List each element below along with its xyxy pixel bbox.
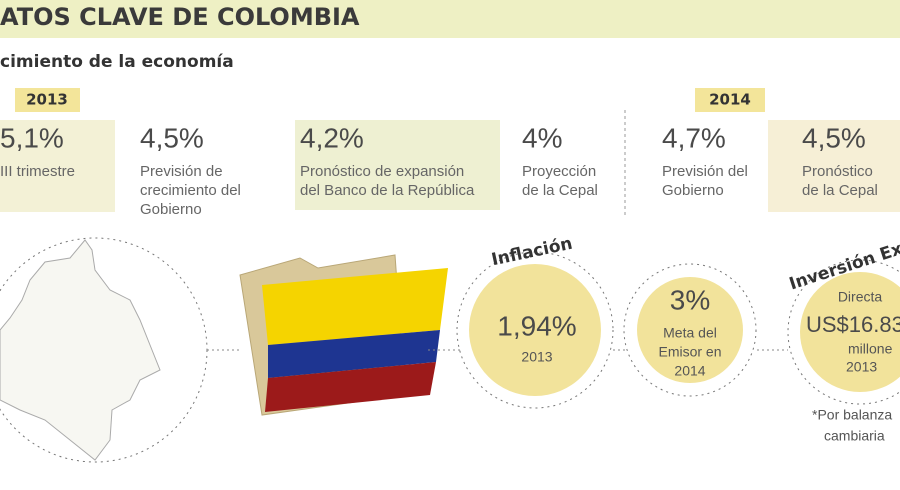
ring	[623, 263, 757, 397]
year-tag	[15, 88, 80, 112]
year-label: 2013	[26, 91, 68, 109]
investment-label: Directa	[838, 289, 883, 305]
inflation-year: 2013	[521, 349, 552, 365]
growth-value: 5,1%	[0, 122, 64, 153]
header-title: ATOS CLAVE DE COLOMBIA	[0, 3, 360, 31]
growth-items: 5,1% III trimestre 4,5% Previsión de crecimi…	[0, 122, 878, 218]
circle	[800, 272, 900, 392]
growth-label: III trimestre	[0, 163, 75, 180]
growth-value: 4,2%	[300, 122, 364, 153]
investment-unit: millone	[848, 341, 893, 357]
growth-label: del Banco de la República	[300, 182, 475, 199]
flag-yellow	[262, 268, 448, 345]
flag-blue	[268, 330, 440, 378]
circle	[637, 277, 743, 383]
section-title: cimiento de la economía	[0, 52, 234, 72]
year-label: 2014	[709, 91, 751, 109]
footnote: *Por balanza	[812, 407, 892, 423]
growth-label: Pronóstico de expansión	[300, 163, 464, 180]
growth-label: Previsión del	[662, 163, 748, 180]
item-box	[768, 120, 900, 212]
investment-year: 2013	[846, 359, 877, 375]
growth-value: 4,5%	[802, 122, 866, 153]
ring	[456, 251, 614, 409]
circle	[469, 264, 601, 396]
inflation-value: 1,94%	[497, 310, 576, 341]
footnote: cambiaria	[824, 428, 885, 444]
growth-label: Previsión de	[140, 163, 223, 180]
growth-value: 4%	[522, 122, 562, 153]
growth-label: crecimiento del	[140, 182, 241, 199]
colombia-map	[0, 239, 161, 461]
growth-label: Gobierno	[662, 182, 724, 199]
year-tag	[695, 88, 765, 112]
header-band	[0, 0, 900, 38]
target-line: Meta del	[663, 325, 717, 341]
item-box	[295, 120, 500, 210]
target-line: 2014	[674, 363, 705, 379]
target-value: 3%	[670, 284, 710, 315]
target-line: Emisor en	[658, 344, 721, 360]
growth-label: Gobierno	[140, 201, 202, 218]
growth-value: 4,7%	[662, 122, 726, 153]
item-box	[0, 120, 115, 212]
growth-label: de la Cepal	[522, 182, 598, 199]
flag-red	[265, 362, 436, 412]
growth-label: Proyección	[522, 163, 596, 180]
growth-label: Pronóstico	[802, 163, 873, 180]
growth-value: 4,5%	[140, 122, 204, 153]
growth-label: de la Cepal	[802, 182, 878, 199]
investment-value: US$16.83	[806, 312, 900, 337]
